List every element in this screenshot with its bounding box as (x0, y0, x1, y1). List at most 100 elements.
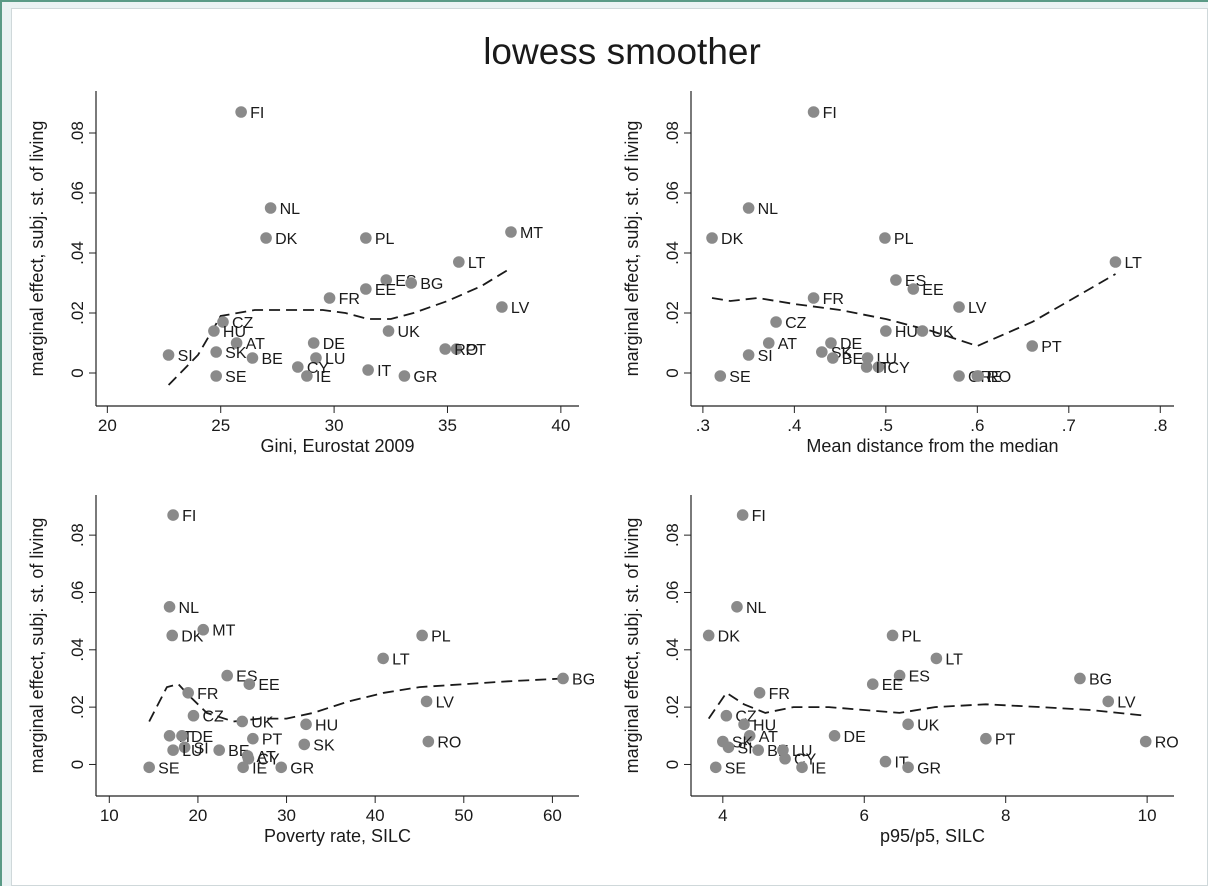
data-point (872, 361, 885, 373)
data-point (743, 730, 756, 742)
data-point (182, 687, 194, 699)
y-tick-label: .08 (663, 523, 682, 547)
point-label: LU (182, 743, 202, 760)
data-point (166, 629, 179, 642)
x-tick-label: .7 (1062, 416, 1076, 435)
point-label: PL (375, 231, 395, 248)
point-label: FR (769, 686, 790, 703)
point-label: PL (902, 628, 922, 645)
data-point (706, 232, 718, 244)
data-point (301, 370, 313, 382)
x-tick-label: .8 (1153, 416, 1167, 435)
y-tick-label: .04 (663, 638, 682, 662)
data-point (300, 718, 312, 731)
point-label: DK (181, 628, 204, 645)
data-point (1074, 672, 1086, 685)
point-label: PL (431, 628, 451, 645)
point-label: LT (392, 651, 410, 668)
data-point (1102, 695, 1115, 708)
point-label: MT (212, 623, 235, 640)
point-label: HU (223, 324, 246, 341)
data-point (453, 256, 465, 268)
data-point (377, 652, 389, 665)
x-tick-label: 30 (325, 416, 344, 435)
data-point (796, 761, 808, 774)
y-tick-label: .06 (68, 181, 87, 205)
point-label: SK (225, 345, 247, 362)
data-point (208, 325, 220, 337)
x-tick-label: 25 (211, 416, 230, 435)
x-tick-label: .4 (787, 416, 801, 435)
point-label: LV (436, 694, 455, 711)
point-label: AT (778, 336, 797, 353)
data-point (557, 672, 569, 685)
point-label: DK (718, 628, 741, 645)
point-label: SI (737, 740, 752, 757)
point-label: IT (876, 360, 890, 377)
y-tick-label: 0 (663, 760, 682, 769)
x-tick-label: 60 (543, 806, 562, 825)
data-point (953, 370, 965, 382)
y-tick-label: .06 (663, 181, 682, 205)
point-label: DE (844, 729, 866, 746)
data-point (197, 623, 210, 636)
data-point (210, 346, 222, 358)
data-point (886, 629, 899, 642)
point-label: PT (995, 732, 1016, 749)
data-point (163, 601, 176, 613)
data-point (380, 274, 393, 286)
data-point (762, 337, 775, 349)
lowess-line (148, 677, 564, 723)
point-label: LV (968, 300, 987, 317)
point-label: LV (511, 300, 530, 317)
point-label: DE (323, 336, 345, 353)
y-tick-label: .08 (68, 523, 87, 547)
point-label: MT (520, 225, 543, 242)
data-point (362, 364, 374, 376)
data-point (163, 730, 176, 742)
data-point (213, 744, 225, 756)
point-label: AT (246, 336, 265, 353)
figure-title: lowess smoother (483, 31, 761, 72)
data-point (720, 709, 733, 722)
y-tick-label: .08 (68, 121, 87, 145)
point-label: LT (945, 651, 963, 668)
x-tick-label: 20 (98, 416, 117, 435)
data-point (178, 741, 191, 754)
y-tick-label: .02 (68, 695, 87, 719)
data-point (230, 337, 243, 349)
plot-3: 10 20 30 40 50 60 0 .02 .04 .06 .08 Poverty rate, S… (27, 495, 595, 846)
y-axis-title: marginal effect, subj. st. of living (622, 121, 642, 377)
point-label: BG (1089, 671, 1112, 688)
point-label: SE (725, 760, 746, 777)
y-axis-title: marginal effect, subj. st. of living (27, 121, 47, 377)
point-label: PT (262, 732, 283, 749)
y-tick-label: .02 (663, 301, 682, 325)
point-label: DE (191, 729, 213, 746)
data-point (779, 752, 791, 765)
data-point (890, 274, 902, 286)
y-tick-label: .06 (68, 581, 87, 605)
data-point (235, 106, 247, 118)
y-tick-label: 0 (663, 368, 682, 377)
point-label: EE (375, 282, 396, 299)
point-label: HU (895, 324, 918, 341)
point-label: EE (922, 282, 943, 299)
point-label: RO (1155, 735, 1179, 752)
data-point (167, 509, 179, 521)
point-label: LU (792, 743, 812, 760)
point-label: SE (225, 369, 246, 386)
x-axis-title: p95/p5, SILC (880, 826, 985, 846)
point-label: CZ (232, 315, 254, 332)
point-label: IT (377, 363, 391, 380)
x-tick-label: .5 (879, 416, 893, 435)
y-tick-label: .08 (663, 121, 682, 145)
point-label: HU (753, 717, 776, 734)
data-point (826, 352, 839, 364)
point-label: DK (721, 231, 744, 248)
x-tick-label: 6 (860, 806, 869, 825)
point-label: SI (194, 740, 209, 757)
x-tick-label: 4 (718, 806, 727, 825)
point-label: FR (339, 291, 360, 308)
